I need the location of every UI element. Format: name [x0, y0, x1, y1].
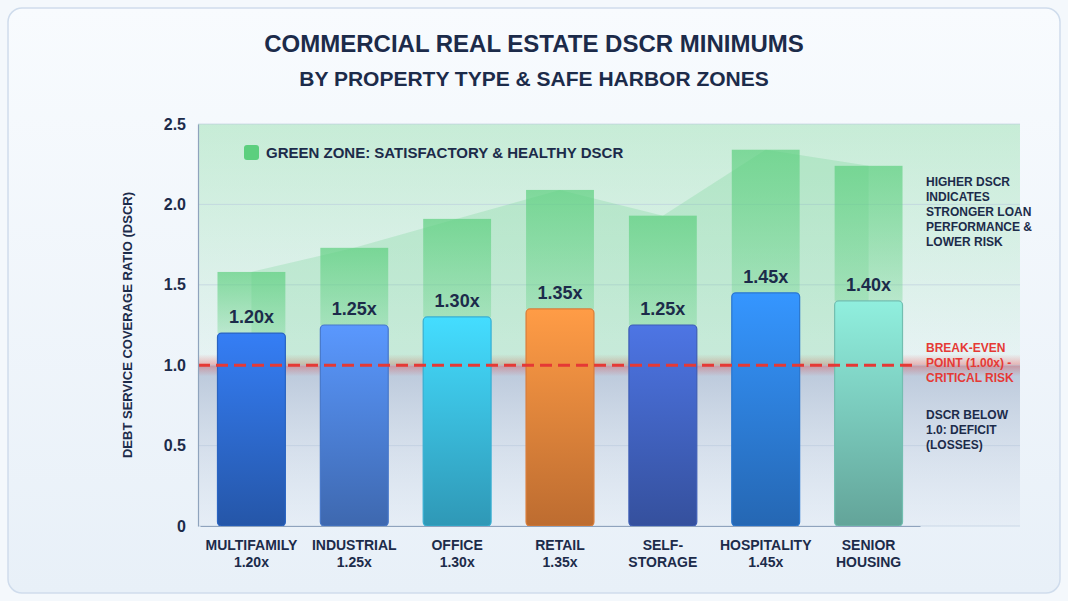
x-tick-label-line: SENIOR	[842, 537, 896, 553]
y-tick-label: 1.0	[164, 357, 186, 374]
chart-svg: 00.51.01.52.02.5MULTIFAMILY1.20xINDUSTRI…	[0, 0, 1068, 601]
bar	[526, 309, 594, 526]
grid	[198, 124, 1020, 526]
y-tick-label: 0.5	[164, 437, 186, 454]
card-background	[8, 8, 1060, 593]
break-even-label: BREAK-EVENPOINT (1.00x) -CRITICAL RISK	[926, 341, 1014, 385]
green-zone-label: GREEN ZONE: SATISFACTORY & HEALTHY DSCR	[266, 144, 623, 161]
green-zone-column	[835, 166, 903, 301]
y-axis: 0 0.5 1.0 1.5 2.0 2.5	[164, 116, 199, 535]
text-line: CRITICAL RISK	[926, 371, 1014, 385]
x-axis-line	[201, 526, 921, 527]
x-tick-label-line: 1.35x	[542, 554, 577, 570]
x-tick-label-line: MULTIFAMILY	[206, 537, 298, 553]
y-tick-label: 2.0	[164, 196, 186, 213]
x-tick-label-line: HOSPITALITY	[720, 537, 812, 553]
zones	[198, 124, 1020, 526]
chart-container: 00.51.01.52.02.5MULTIFAMILY1.20xINDUSTRI…	[0, 0, 1068, 601]
data-label: 1.25x	[640, 299, 685, 319]
text-line: PERFORMANCE &	[926, 220, 1032, 234]
y-axis-line	[198, 125, 199, 527]
x-tick: MULTIFAMILY1.20x	[206, 526, 298, 570]
x-tick-label-line: 1.30x	[440, 554, 475, 570]
data-labels: 1.20x 1.25x 1.30x 1.35x 1.25x 1.45x 1.40x	[229, 267, 891, 327]
annotation: DSCR BELOW1.0: DEFICIT(LOSSES)	[926, 408, 1009, 452]
x-tick-label: SELF-STORAGE	[628, 537, 697, 571]
text-line: POINT (1.00x) -	[926, 356, 1011, 370]
data-label: 1.40x	[846, 275, 891, 295]
chart-subtitle: BY PROPERTY TYPE & SAFE HARBOR ZONES	[299, 67, 768, 90]
text-line: HIGHER DSCR	[926, 175, 1010, 189]
x-tick: OFFICE1.30x	[431, 526, 482, 570]
x-tick-label-line: HOUSING	[836, 554, 901, 570]
data-label: 1.25x	[332, 299, 377, 319]
green-zone-column	[732, 150, 800, 293]
bar	[629, 325, 697, 526]
y-tick: 2.5	[164, 116, 198, 133]
x-tick-label: INDUSTRIAL1.25x	[312, 537, 397, 571]
y-tick: 0	[177, 518, 198, 535]
grid-line	[198, 124, 1020, 125]
green-zone-column	[423, 219, 491, 317]
x-tick: SENIORHOUSING	[836, 526, 901, 570]
x-tick: HOSPITALITY1.45x	[720, 526, 812, 570]
x-tick-label: HOSPITALITY1.45x	[720, 537, 812, 571]
x-tick-label: MULTIFAMILY1.20x	[206, 537, 298, 571]
bar	[320, 325, 388, 526]
text-line: 1.0: DEFICIT	[926, 423, 997, 437]
x-tick: SELF-STORAGE	[628, 526, 697, 570]
x-tick: INDUSTRIAL1.25x	[312, 526, 397, 570]
y-tick: 0.5	[164, 437, 198, 454]
x-tick-label-line: INDUSTRIAL	[312, 537, 397, 553]
text-line: STRONGER LOAN	[926, 205, 1031, 219]
data-label: 1.30x	[435, 291, 480, 311]
x-tick-label: OFFICE1.30x	[431, 537, 482, 571]
x-tick-label: SENIORHOUSING	[836, 537, 901, 571]
green-zone-column	[320, 248, 388, 325]
text-line: LOWER RISK	[926, 235, 1003, 249]
x-tick-label: RETAIL1.35x	[535, 537, 585, 571]
bar	[217, 333, 285, 526]
text-line: (LOSSES)	[926, 438, 983, 452]
y-tick-label: 2.5	[164, 116, 186, 133]
y-tick: 1.5	[164, 276, 198, 293]
green-zone-column	[526, 190, 594, 309]
y-tick: 2.0	[164, 196, 198, 213]
x-tick-label-line: 1.45x	[748, 554, 783, 570]
y-axis-title: DEBT SERVICE COVERAGE RATIO (DSCR)	[120, 192, 135, 458]
data-label: 1.35x	[537, 283, 582, 303]
green-zone-column	[217, 272, 285, 333]
text-line: INDICATES	[926, 190, 990, 204]
y-tick-label: 0	[177, 518, 186, 535]
text-line: DSCR BELOW	[926, 408, 1009, 422]
x-tick-label-line: RETAIL	[535, 537, 585, 553]
y-tick: 1.0	[164, 357, 198, 374]
x-tick-label-line: 1.20x	[234, 554, 269, 570]
green-zone-column	[629, 216, 697, 325]
x-tick-label-line: STORAGE	[628, 554, 697, 570]
x-tick: RETAIL1.35x	[535, 526, 585, 570]
x-tick-label-line: OFFICE	[431, 537, 482, 553]
y-tick-label: 1.5	[164, 276, 186, 293]
data-label: 1.45x	[743, 267, 788, 287]
break-even-line	[198, 364, 918, 367]
bars	[198, 293, 918, 526]
bar	[835, 301, 903, 526]
bar	[732, 293, 800, 526]
data-label: 1.20x	[229, 307, 274, 327]
x-tick-label-line: 1.25x	[337, 554, 372, 570]
x-tick-label-line: SELF-	[643, 537, 684, 553]
annotation: HIGHER DSCRINDICATESSTRONGER LOANPERFORM…	[926, 175, 1032, 249]
x-axis: MULTIFAMILY1.20xINDUSTRIAL1.25xOFFICE1.3…	[201, 526, 921, 570]
bar	[423, 317, 491, 526]
chart-title: COMMERCIAL REAL ESTATE DSCR MINIMUMS	[264, 30, 804, 57]
green-zone-swatch	[244, 145, 259, 160]
text-line: BREAK-EVEN	[926, 341, 1005, 355]
